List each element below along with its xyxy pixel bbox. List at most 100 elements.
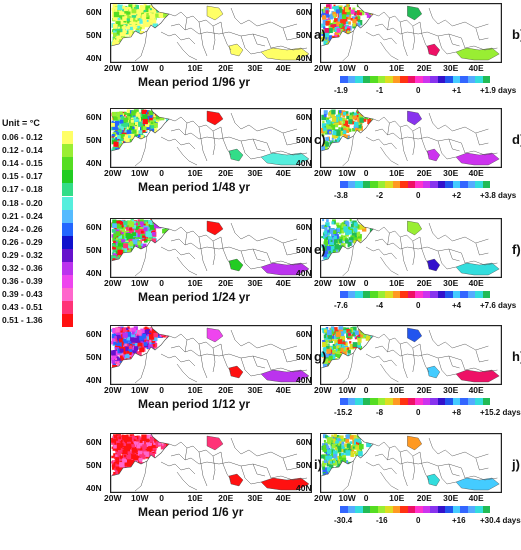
- longitude-tick-label: 10W: [131, 278, 149, 288]
- phase-colorbar-segment: [377, 506, 385, 513]
- phase-colorbar-segment: [392, 181, 400, 188]
- phase-colorbar-segment: [430, 398, 438, 405]
- phase-colorbar-segment: [452, 506, 460, 513]
- longitude-tick-label: 10W: [338, 385, 356, 395]
- longitude-tick-label: 30E: [443, 493, 459, 503]
- latitude-tick-label: 50N: [86, 460, 102, 470]
- panel-label-left: a): [314, 27, 326, 42]
- longitude-tick-label: 0: [363, 278, 369, 288]
- legend-unit-title: Unit = °C: [2, 118, 40, 128]
- longitude-tick-label: 30E: [247, 385, 263, 395]
- phase-colorbar-segment: [355, 76, 363, 83]
- longitude-tick-label: 10W: [338, 63, 356, 73]
- phase-colorbar: [340, 181, 490, 188]
- phase-colorbar-segment: [340, 291, 348, 298]
- legend-swatch: [62, 301, 73, 315]
- longitude-tick-label: 40E: [275, 278, 291, 288]
- phase-scale-label: -15.2: [334, 408, 353, 417]
- latitude-tick-label: 60N: [86, 7, 102, 17]
- longitude-tick-label: 40E: [468, 493, 484, 503]
- phase-colorbar-segment: [400, 506, 408, 513]
- latitude-tick-label: 60N: [296, 222, 312, 232]
- panel-period-subtitle: Mean period 1/48 yr: [138, 180, 251, 194]
- phase-scale-label: +8: [452, 408, 462, 417]
- legend-swatch: [62, 183, 73, 197]
- phase-colorbar-segment: [407, 398, 415, 405]
- phase-colorbar-segment: [407, 76, 415, 83]
- longitude-tick-label: 40E: [275, 493, 291, 503]
- phase-colorbar-segment: [437, 291, 445, 298]
- latitude-tick-label: 60N: [86, 437, 102, 447]
- phase-colorbar-segment: [422, 76, 430, 83]
- phase-colorbar-segment: [370, 181, 378, 188]
- latitude-tick-label: 50N: [296, 352, 312, 362]
- phase-scale-label: -8: [376, 408, 384, 417]
- phase-colorbar-segment: [475, 398, 483, 405]
- longitude-tick-label: 30E: [247, 63, 263, 73]
- amplitude-map: [110, 433, 312, 493]
- longitude-tick-label: 0: [159, 385, 165, 395]
- longitude-tick-label: 0: [159, 278, 165, 288]
- longitude-tick-label: 40E: [468, 168, 484, 178]
- phase-colorbar-segment: [392, 291, 400, 298]
- phase-colorbar-segment: [445, 291, 453, 298]
- phase-colorbar-segment: [407, 291, 415, 298]
- phase-colorbar-segment: [377, 398, 385, 405]
- phase-colorbar-segment: [437, 506, 445, 513]
- phase-colorbar-segment: [437, 181, 445, 188]
- amplitude-map: [110, 108, 312, 168]
- latitude-tick-label: 60N: [296, 7, 312, 17]
- longitude-tick-label: 40E: [275, 63, 291, 73]
- legend-item-label: 0.17 - 0.18: [2, 184, 43, 195]
- phase-colorbar-segment: [370, 291, 378, 298]
- legend-item-label: 0.24 - 0.26: [2, 223, 43, 234]
- latitude-tick-label: 60N: [296, 437, 312, 447]
- longitude-tick-label: 20E: [218, 493, 234, 503]
- phase-colorbar-segment: [347, 506, 355, 513]
- latitude-tick-label: 40N: [296, 375, 312, 385]
- phase-colorbar-segment: [452, 181, 460, 188]
- longitude-tick-label: 30E: [247, 493, 263, 503]
- longitude-tick-label: 20E: [218, 278, 234, 288]
- phase-colorbar-segment: [340, 398, 348, 405]
- amplitude-map: [110, 3, 312, 63]
- longitude-tick-label: 20E: [218, 63, 234, 73]
- panel-period-subtitle: Mean period 1/12 yr: [138, 397, 251, 411]
- latitude-tick-label: 50N: [296, 30, 312, 40]
- longitude-tick-label: 10W: [131, 385, 149, 395]
- phase-map: [320, 108, 502, 168]
- latitude-tick-label: 40N: [296, 158, 312, 168]
- phase-colorbar: [340, 506, 490, 513]
- phase-colorbar-segment: [362, 181, 370, 188]
- longitude-tick-label: 20E: [218, 168, 234, 178]
- latitude-tick-label: 40N: [296, 53, 312, 63]
- longitude-tick-label: 10E: [389, 278, 405, 288]
- phase-colorbar-segment: [370, 506, 378, 513]
- legend-swatch: [62, 248, 73, 262]
- longitude-tick-label: 10W: [338, 278, 356, 288]
- phase-colorbar-segment: [452, 291, 460, 298]
- panel-label-right: j): [512, 457, 520, 472]
- phase-scale-label: +15.2 days: [480, 408, 521, 417]
- phase-colorbar-segment: [415, 506, 423, 513]
- longitude-tick-label: 10W: [131, 63, 149, 73]
- phase-colorbar-segment: [355, 291, 363, 298]
- phase-colorbar-segment: [467, 506, 475, 513]
- longitude-tick-label: 20E: [416, 63, 432, 73]
- phase-colorbar-segment: [437, 76, 445, 83]
- longitude-tick-label: 10E: [389, 63, 405, 73]
- latitude-tick-label: 50N: [296, 460, 312, 470]
- phase-colorbar-segment: [460, 181, 468, 188]
- longitude-tick-label: 30E: [443, 385, 459, 395]
- phase-scale-label: -4: [376, 301, 384, 310]
- phase-colorbar-segment: [482, 76, 490, 83]
- phase-colorbar-segment: [355, 181, 363, 188]
- longitude-tick-label: 10E: [187, 168, 203, 178]
- phase-scale-label: 0: [416, 86, 421, 95]
- phase-colorbar-segment: [445, 181, 453, 188]
- legend-item-label: 0.06 - 0.12: [2, 132, 43, 142]
- latitude-tick-label: 50N: [296, 245, 312, 255]
- phase-colorbar-segment: [370, 76, 378, 83]
- legend-item-label: 0.18 - 0.20: [2, 197, 43, 208]
- longitude-tick-label: 0: [159, 493, 165, 503]
